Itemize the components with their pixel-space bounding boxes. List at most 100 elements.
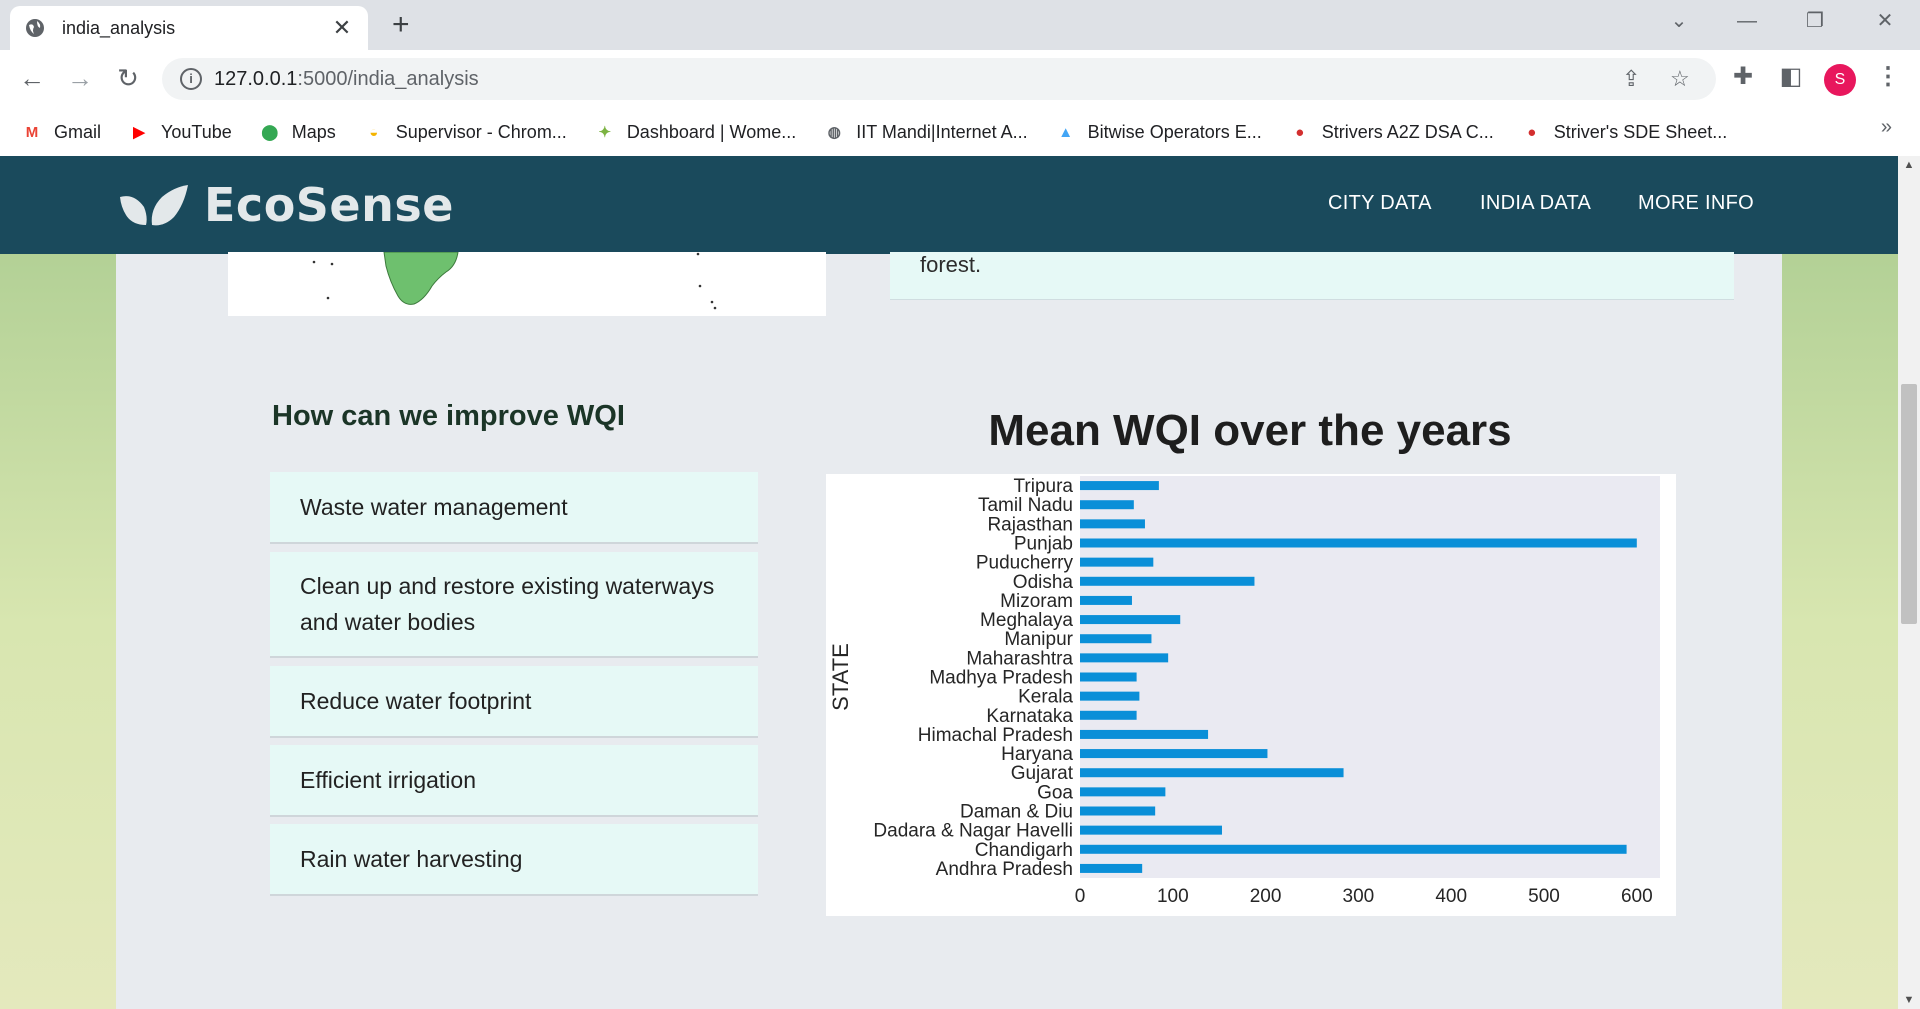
bar [1080, 691, 1140, 701]
x-tick-label: 100 [1157, 886, 1189, 907]
profile-avatar[interactable]: S [1824, 64, 1856, 96]
bar [1080, 653, 1169, 663]
y-tick-label: Madhya Pradesh [929, 668, 1073, 689]
y-tick-label: Gujarat [1011, 763, 1074, 784]
plot-area [1080, 476, 1660, 878]
share-icon[interactable]: ⇪ [1622, 66, 1641, 91]
bookmark-item[interactable]: ◒ Supervisor - Chrom... [362, 122, 567, 143]
globe-icon [24, 17, 46, 39]
bookmark-label: Bitwise Operators E... [1087, 121, 1262, 142]
tab-search-chevron-icon[interactable]: ⌄ [1670, 10, 1688, 32]
improve-wqi-heading: How can we improve WQI [272, 400, 625, 432]
brand-logo[interactable]: EcoSense [118, 178, 454, 232]
bar [1080, 576, 1255, 586]
close-tab-icon[interactable]: ✕ [332, 15, 352, 40]
bookmark-item[interactable]: ● Strivers A2Z DSA C... [1288, 122, 1494, 143]
bookmark-label: Maps [291, 121, 336, 142]
bookmark-item[interactable]: ▲ Bitwise Operators E... [1054, 122, 1262, 143]
close-window-button[interactable]: ✕ [1876, 10, 1894, 32]
bookmarks-bar: M Gmail ▶ YouTube ⬤ Maps ◒ Supervisor - Chrom..… [0, 110, 1920, 154]
y-tick-label: Punjab [1014, 534, 1073, 555]
bar [1080, 844, 1627, 854]
bar [1080, 538, 1637, 548]
india-map-card [228, 252, 826, 316]
bar [1080, 634, 1152, 644]
wqi-bar-chart: Tripura Tamil Nadu Rajasthan Punjab Puducher… [826, 474, 1676, 916]
bookmark-label: Strivers A2Z DSA C... [1321, 121, 1494, 142]
side-panel-icon[interactable]: ◧ [1779, 63, 1803, 90]
bookmark-favicon-icon: ◒ [369, 123, 379, 141]
x-tick-label: 400 [1435, 886, 1467, 907]
bookmark-favicon-icon: M [25, 123, 39, 141]
bar [1080, 825, 1222, 835]
bookmarks-overflow-icon[interactable]: » [1880, 116, 1892, 138]
restore-button[interactable]: ❐ [1806, 10, 1824, 32]
url-text[interactable]: 127.0.0.1:5000/india_analysis [214, 68, 479, 91]
tab-title: india_analysis [62, 17, 176, 38]
improve-item: Clean up and restore existing waterways … [270, 552, 758, 658]
y-tick-label: Odisha [1013, 572, 1074, 593]
bookmark-item[interactable]: ✦ Dashboard | Wome... [593, 122, 797, 143]
bar [1080, 729, 1209, 739]
site-info-icon[interactable]: i [180, 68, 202, 90]
y-tick-label: Kerala [1018, 687, 1073, 708]
improve-item: Rain water harvesting [270, 824, 758, 896]
scroll-down-arrow-icon[interactable]: ▼ [1903, 994, 1915, 1006]
y-tick-label: Mizoram [1000, 591, 1073, 612]
bookmark-item[interactable]: ▶ YouTube [127, 122, 232, 143]
browser-toolbar: ← → ↻ i 127.0.0.1:5000/india_analysis ⇪ … [0, 50, 1920, 156]
back-arrow-icon[interactable]: ← [19, 63, 45, 93]
bookmark-label: YouTube [161, 121, 232, 142]
bar [1080, 806, 1156, 816]
nav-city-data[interactable]: CITY DATA [1328, 192, 1432, 214]
bar [1080, 768, 1344, 778]
y-tick-label: Puducherry [976, 553, 1074, 574]
reload-icon[interactable]: ↻ [117, 63, 139, 93]
y-tick-label: Andhra Pradesh [936, 859, 1073, 880]
new-tab-button[interactable]: + [392, 8, 410, 41]
site-header: EcoSense CITY DATA INDIA DATA MORE INFO [0, 156, 1898, 254]
bookmark-item[interactable]: ◍ IIT Mandi|Internet A... [822, 121, 1028, 143]
bookmark-favicon-icon: ⬤ [261, 124, 279, 141]
leaf-logo-icon [120, 185, 188, 226]
bookmark-favicon-icon: ● [1295, 123, 1305, 141]
extensions-puzzle-icon[interactable]: ✚ [1732, 63, 1754, 90]
minimize-button[interactable]: — [1737, 10, 1757, 32]
bookmark-favicon-icon: ✦ [598, 124, 612, 141]
browser-tab[interactable]: india_analysis ✕ [10, 6, 368, 50]
bar [1080, 615, 1181, 625]
improve-item: Efficient irrigation [270, 745, 758, 817]
url-path: :5000/india_analysis [297, 68, 479, 90]
nav-more-info[interactable]: MORE INFO [1638, 192, 1755, 214]
y-axis-label: STATE [828, 643, 853, 711]
forest-info-card: forest. [890, 252, 1734, 300]
x-tick-label: 0 [1075, 886, 1086, 907]
nav-india-data[interactable]: INDIA DATA [1480, 192, 1592, 214]
improve-item: Reduce water footprint [270, 666, 758, 738]
bookmark-item[interactable]: ⬤ Maps [258, 121, 336, 143]
brand-name: EcoSense [204, 178, 454, 232]
bookmark-star-icon[interactable]: ☆ [1670, 66, 1690, 91]
y-tick-label: Daman & Diu [960, 802, 1073, 823]
bar [1080, 787, 1166, 797]
bar [1080, 863, 1143, 873]
y-tick-label: Maharashtra [966, 648, 1073, 669]
bookmark-item[interactable]: M Gmail [20, 122, 101, 143]
x-tick-label: 300 [1343, 886, 1375, 907]
menu-dots-icon[interactable]: ⋮ [1876, 63, 1900, 90]
y-tick-label: Tamil Nadu [978, 495, 1073, 516]
bookmark-favicon-icon: ◍ [827, 124, 841, 141]
page-scrollbar[interactable]: ▲ ▼ [1898, 156, 1920, 1009]
y-tick-label: Dadara & Nagar Havelli [873, 821, 1073, 842]
scrollbar-thumb[interactable] [1901, 384, 1917, 624]
bookmark-label: Gmail [54, 121, 102, 142]
y-tick-label: Rajasthan [987, 514, 1073, 535]
bookmark-item[interactable]: ● Striver's SDE Sheet... [1520, 122, 1727, 143]
x-tick-label: 600 [1621, 886, 1653, 907]
bookmark-label: IIT Mandi|Internet A... [856, 121, 1028, 142]
bookmark-favicon-icon: ● [1527, 123, 1537, 141]
forward-arrow-icon[interactable]: → [67, 63, 93, 93]
bar [1080, 519, 1145, 529]
scroll-up-arrow-icon[interactable]: ▲ [1903, 159, 1915, 171]
address-bar[interactable]: i 127.0.0.1:5000/india_analysis ⇪ ☆ [162, 58, 1716, 100]
